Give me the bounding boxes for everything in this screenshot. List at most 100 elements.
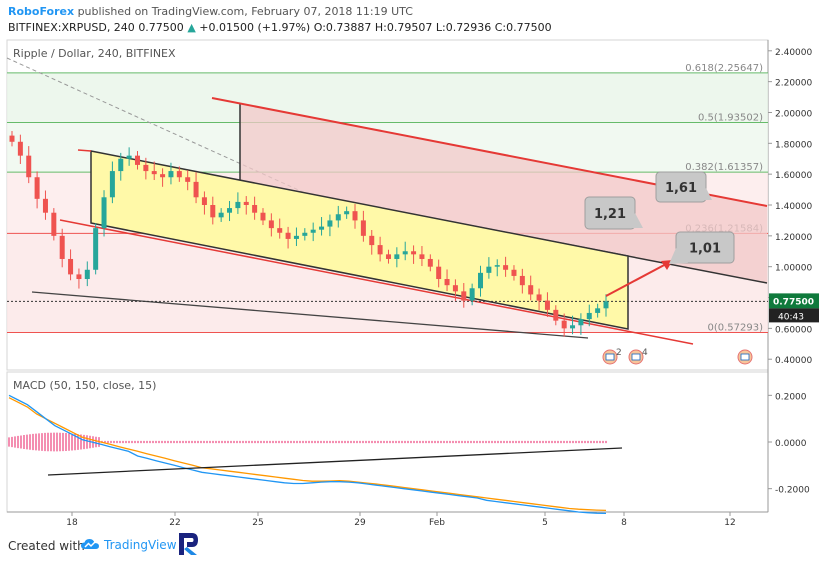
candle-body[interactable] [277, 228, 283, 233]
candle-body[interactable] [51, 212, 57, 236]
long-support-line [31, 291, 589, 339]
candle-body[interactable] [101, 197, 107, 229]
candle-body[interactable] [419, 254, 425, 259]
candle-body[interactable] [503, 265, 509, 270]
candle-body[interactable] [369, 235, 375, 246]
candle-body[interactable] [42, 198, 48, 213]
publish-info: RoboForex published on TradingView.com, … [8, 5, 413, 18]
candle-body[interactable] [319, 226, 325, 230]
candle-body[interactable] [511, 269, 517, 276]
candle-body[interactable] [210, 205, 216, 218]
ohlc-open-label: O: [313, 21, 326, 34]
candle-body[interactable] [402, 251, 408, 255]
time-tick-label: 18 [66, 518, 78, 528]
candle-body[interactable] [570, 325, 576, 329]
candle-body[interactable] [176, 171, 182, 178]
target-label-1-61: 1,61 [665, 181, 697, 196]
candle-body[interactable] [260, 212, 266, 221]
candle-body[interactable] [26, 155, 32, 178]
candle-body[interactable] [9, 135, 15, 142]
candle-body[interactable] [478, 272, 484, 289]
candle-body[interactable] [84, 269, 90, 280]
candle-body[interactable] [160, 174, 166, 178]
price-chart[interactable]: 0.618(2.25647) 0.5(1.93502) 0.382(1.61357)… [0, 0, 820, 528]
chart-header: RoboForex published on TradingView.com, … [0, 0, 820, 38]
candle-body[interactable] [436, 266, 442, 280]
candle-body[interactable] [310, 229, 316, 233]
candle-body[interactable] [193, 181, 199, 198]
candle-body[interactable] [68, 258, 74, 275]
countdown-label: 40:43 [778, 312, 804, 322]
candle-body[interactable] [34, 177, 40, 199]
candle-body[interactable] [76, 274, 82, 280]
macd-tick-label: -0.2000 [775, 486, 810, 496]
tradingview-wordmark: TradingView [104, 538, 177, 552]
candle-body[interactable] [218, 212, 224, 218]
candle-body[interactable] [452, 285, 458, 292]
macd-line [8, 394, 607, 515]
fib-level-label: 0.5(1.93502) [698, 112, 763, 123]
candle-body[interactable] [109, 171, 115, 198]
candle-body[interactable] [118, 158, 124, 172]
ohlc-open: 0.73887 [325, 21, 372, 34]
upper-channel-fill [240, 104, 767, 283]
candle-body[interactable] [553, 309, 559, 321]
candle-body[interactable] [59, 235, 65, 259]
tradingview-logo[interactable]: TradingView [80, 536, 177, 554]
macd-tick-label: 0.0000 [775, 439, 807, 449]
candle-body[interactable] [486, 266, 492, 273]
ohlc-close-label: C: [494, 21, 507, 34]
candle-body[interactable] [528, 285, 534, 295]
candle-body[interactable] [134, 155, 140, 165]
publisher-name[interactable]: RoboForex [8, 5, 75, 18]
candle-body[interactable] [243, 201, 249, 205]
countdown-badge [769, 308, 819, 323]
candle-body[interactable] [561, 320, 567, 329]
candle-body[interactable] [17, 141, 23, 156]
price-tick-label: 1.00000 [775, 264, 812, 274]
symbol-name: BITFINEX:XRPUSD, 240 [8, 21, 135, 34]
candle-body[interactable] [385, 254, 391, 259]
candle-body[interactable] [168, 171, 174, 178]
candle-body[interactable] [268, 220, 274, 229]
candle-body[interactable] [151, 171, 157, 175]
candle-body[interactable] [586, 312, 592, 320]
candle-body[interactable] [201, 197, 207, 205]
candle-body[interactable] [327, 220, 333, 227]
candle-body[interactable] [595, 308, 601, 313]
candle-body[interactable] [536, 294, 542, 301]
target-arrow-line [605, 262, 669, 297]
candle-body[interactable] [235, 201, 241, 209]
candle-body[interactable] [227, 208, 233, 213]
us-event-flag-icon-inner [605, 353, 615, 361]
change-arrow-icon: ▲ [187, 21, 196, 34]
candle-body[interactable] [544, 300, 550, 310]
callout-tail [628, 213, 643, 228]
candle-body[interactable] [143, 164, 149, 172]
candle-body[interactable] [335, 214, 341, 221]
candle-body[interactable] [252, 205, 258, 213]
candle-body[interactable] [461, 291, 467, 301]
candle-body[interactable] [344, 211, 350, 215]
candle-body[interactable] [427, 258, 433, 267]
candle-body[interactable] [444, 279, 450, 286]
candle-body[interactable] [360, 220, 366, 236]
price-tick-label: 2.20000 [775, 79, 812, 89]
candle-body[interactable] [185, 177, 191, 182]
candle-body[interactable] [293, 235, 299, 239]
candle-body[interactable] [519, 275, 525, 286]
candle-body[interactable] [377, 245, 383, 255]
candle-body[interactable] [302, 232, 308, 236]
candle-body[interactable] [352, 211, 358, 221]
candle-body[interactable] [411, 251, 417, 255]
candle-body[interactable] [494, 265, 500, 267]
candle-body[interactable] [394, 254, 400, 259]
candle-body[interactable] [126, 155, 132, 159]
candle-body[interactable] [93, 228, 99, 270]
candle-body[interactable] [285, 232, 291, 239]
callout-tail [698, 188, 712, 200]
candles-group [9, 130, 609, 337]
candle-body[interactable] [578, 319, 584, 326]
candle-body[interactable] [469, 288, 475, 301]
candle-body[interactable] [603, 301, 609, 309]
